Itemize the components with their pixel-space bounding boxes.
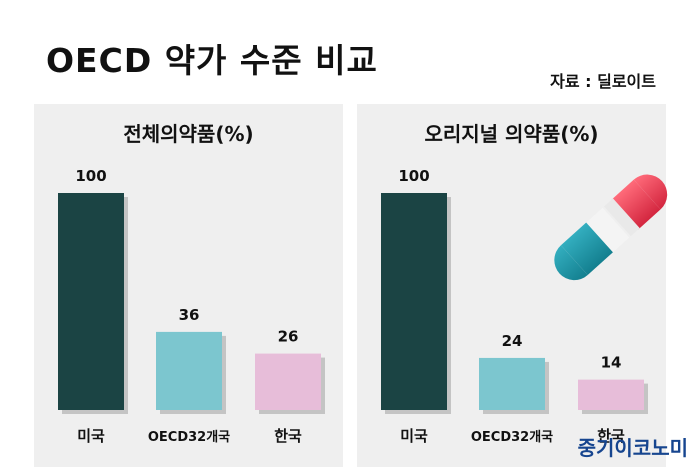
bar-original-1 — [479, 357, 545, 410]
chart-title-original: 오리지널 의약품(%) — [424, 122, 599, 146]
category-label: 한국 — [597, 427, 625, 445]
data-label: 14 — [601, 354, 622, 372]
data-label: 100 — [398, 167, 429, 185]
category-label: 미국 — [400, 427, 428, 445]
category-label: OECD32개국 — [471, 430, 553, 445]
category-label: 한국 — [274, 427, 302, 445]
data-label: 24 — [502, 332, 523, 350]
bar-original-0 — [381, 193, 447, 410]
data-label: 26 — [278, 328, 299, 346]
bar-original-2 — [578, 379, 644, 410]
category-label: 미국 — [77, 427, 105, 445]
data-label: 36 — [179, 306, 200, 324]
bar-total-2 — [255, 353, 321, 410]
page-title: OECD 약가 수준 비교 — [46, 41, 378, 80]
category-label: OECD32개국 — [148, 430, 230, 445]
chart-title-total: 전체의약품(%) — [123, 122, 254, 146]
capsule-pill-icon — [554, 174, 668, 281]
brand-watermark: 중기이코노미 — [577, 436, 688, 460]
bar-total-0 — [58, 193, 124, 410]
data-label: 100 — [75, 167, 106, 185]
bar-total-1 — [156, 331, 222, 410]
source-label: 자료 : 딜로이트 — [550, 72, 656, 91]
